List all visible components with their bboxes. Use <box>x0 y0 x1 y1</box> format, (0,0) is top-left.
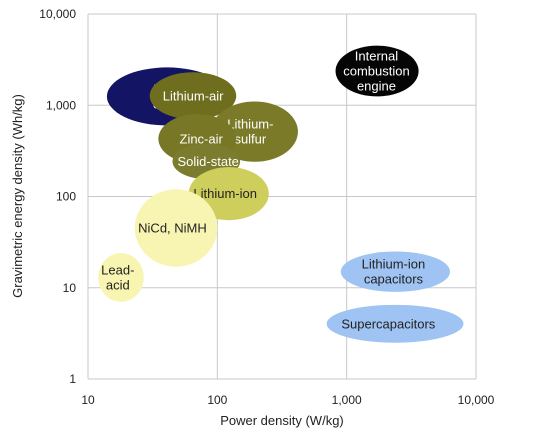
x-tick-label: 10,000 <box>458 393 495 407</box>
bubble-label-lithium-ion: Lithium-ion <box>193 186 257 201</box>
x-tick-labels: 10 100 1,000 10,000 <box>81 393 494 407</box>
y-tick-label: 1,000 <box>46 98 76 112</box>
bubble-label-lead-acid: acid <box>106 277 130 292</box>
x-tick-label: 100 <box>207 393 227 407</box>
bubble-lithium-ion-capacitors <box>340 251 451 292</box>
bubble-internal-combustion-engine <box>335 45 419 97</box>
y-tick-label: 10 <box>63 281 77 295</box>
bubble-nicd-nimh <box>134 189 218 267</box>
bubble-label-internal-combustion-engine: engine <box>357 79 396 94</box>
x-tick-label: 10 <box>81 393 95 407</box>
bubble-lead-acid <box>98 253 144 302</box>
bubble-label-internal-combustion-engine: combustion <box>343 64 409 79</box>
y-tick-label: 1 <box>69 372 76 386</box>
y-tick-label: 10,000 <box>39 7 76 21</box>
bubble-label-lithium-air: Lithium-air <box>163 88 224 103</box>
bubble-label-lithium-ion-capacitors: Lithium-ion <box>362 257 426 272</box>
bubble-label-nicd-nimh: NiCd, NiMH <box>138 220 207 235</box>
bubble-label-lithium-ion-capacitors: capacitors <box>364 272 424 287</box>
bubble-label-zinc-air: Zinc-air <box>180 131 224 146</box>
y-tick-labels: 1 10 100 1,000 10,000 <box>39 7 76 386</box>
bubble-lithium-air <box>149 72 237 120</box>
bubble-label-supercapacitors: Supercapacitors <box>341 316 435 331</box>
bubble-supercapacitors <box>326 304 464 343</box>
bubbles-layer: FuelcellsLithium-airLithium-sulfurZinc-a… <box>98 45 464 343</box>
x-axis-title: Power density (W/kg) <box>220 413 344 428</box>
bubble-label-solid-state: Solid-state <box>177 154 238 169</box>
bubble-label-lead-acid: Lead- <box>101 262 134 277</box>
bubble-label-lithium-sulfur: Lithium- <box>227 117 273 132</box>
x-tick-label: 1,000 <box>332 393 362 407</box>
y-axis-title: Gravimetric energy density (Wh/kg) <box>10 94 25 298</box>
bubble-label-lithium-sulfur: sulfur <box>234 132 266 147</box>
bubble-label-internal-combustion-engine: Internal <box>355 49 398 64</box>
y-tick-label: 100 <box>56 190 76 204</box>
